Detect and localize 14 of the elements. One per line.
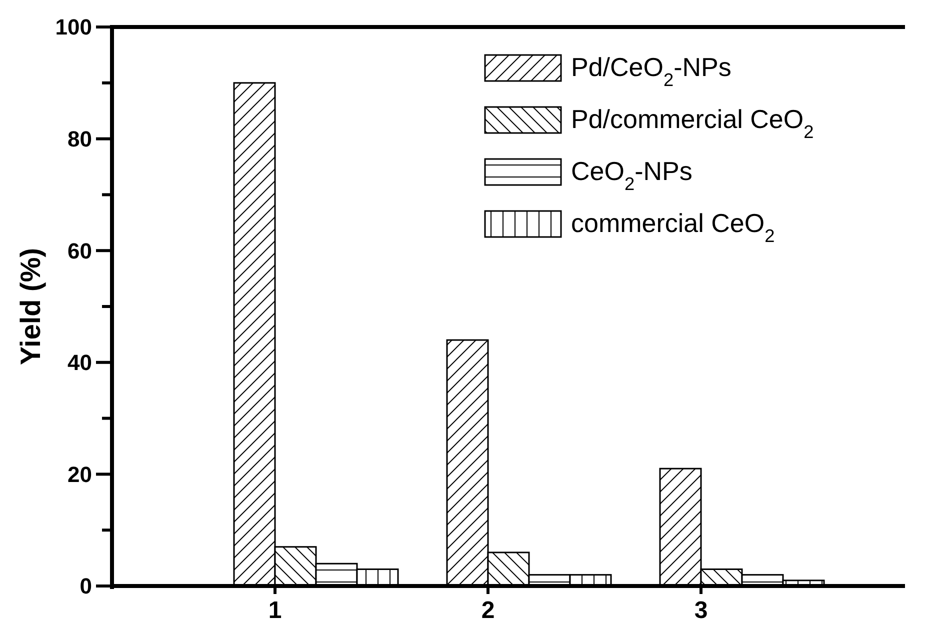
legend-label: Pd/CeO$_{2}$-NPs: [571, 52, 732, 90]
y-tick-label: 20: [68, 462, 92, 487]
y-tick-label: 80: [68, 126, 92, 152]
y-tick-label: 100: [55, 14, 92, 40]
x-tick-label: 3: [694, 597, 708, 624]
y-tick-label: 0: [80, 574, 92, 599]
y-axis-title: Yield (%): [15, 248, 46, 366]
legend-label: commercial CeO$_{2}$: [571, 208, 775, 246]
legend-label: CeO$_{2}$-NPs: [571, 156, 692, 194]
legend-label: Pd/commercial CeO$_{2}$: [571, 104, 814, 142]
x-tick-label: 1: [268, 597, 282, 624]
x-tick-label: 2: [481, 597, 495, 624]
y-tick-label: 40: [68, 350, 92, 376]
y-tick-label: 60: [68, 238, 92, 264]
